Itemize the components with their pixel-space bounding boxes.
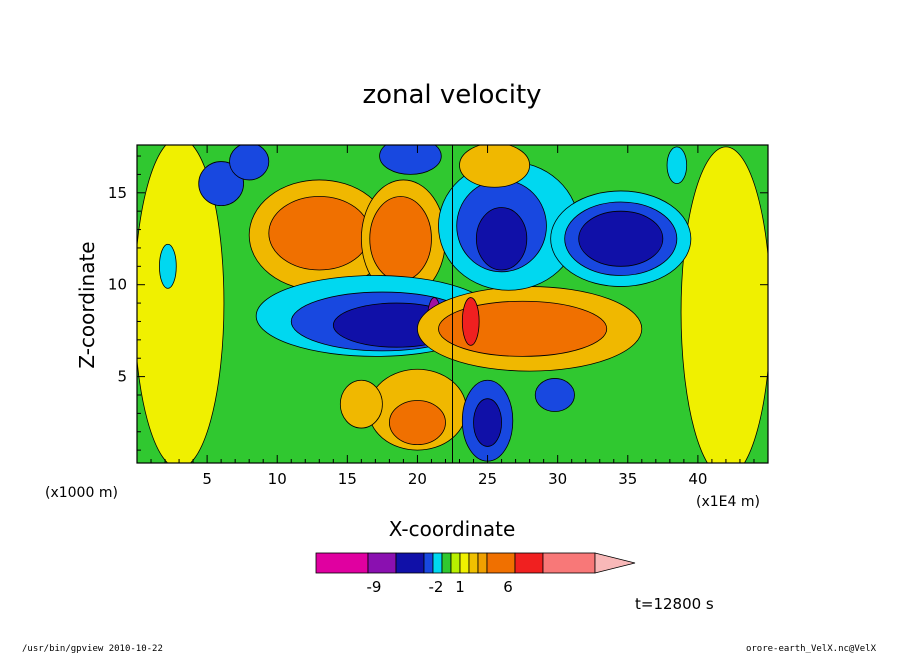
contour-region-orange <box>389 400 446 446</box>
colorbar-label: 6 <box>503 578 513 596</box>
contour-region-orange-light <box>339 379 383 429</box>
contour-region-blue <box>229 145 270 181</box>
colorbar-segment <box>441 552 452 574</box>
y-tick-label: 5 <box>117 368 127 386</box>
x-tick-label: 5 <box>202 470 212 488</box>
plot-frame <box>136 144 769 464</box>
contour-region-orange-light <box>459 145 531 188</box>
colorbar-segment <box>477 552 488 574</box>
contour-region-cyan <box>159 243 177 289</box>
colorbar-segment <box>315 552 369 574</box>
y-tick-label: 15 <box>108 184 127 202</box>
x-tick-label: 40 <box>688 470 707 488</box>
colorbar-segment <box>459 552 470 574</box>
colorbar-segment <box>423 552 434 574</box>
contour-region-blue <box>534 378 575 412</box>
x-tick-label: 30 <box>548 470 567 488</box>
contour-region-navy <box>475 207 528 271</box>
contour-region-red <box>461 297 480 346</box>
chart-title: zonal velocity <box>362 80 541 110</box>
colorbar-segment <box>450 552 461 574</box>
colorbar-segment <box>514 552 544 574</box>
contour-region-yellow <box>680 146 768 463</box>
colorbar-label: 1 <box>455 578 465 596</box>
time-label: t=12800 s <box>635 595 714 613</box>
colorbar-segment <box>367 552 397 574</box>
colorbar-segment <box>486 552 516 574</box>
y-axis-label: Z-coordinate <box>75 241 99 368</box>
colorbar-segment <box>468 552 479 574</box>
contour-region-yellow <box>137 145 225 463</box>
footer-right: orore-earth_VelX.nc@VelX <box>746 644 877 654</box>
x-tick-label: 25 <box>478 470 497 488</box>
x-unit-label: (x1E4 m) <box>696 494 760 510</box>
x-axis-ticks: 5 10 15 20 25 30 35 40 <box>150 145 755 488</box>
contour-region-orange <box>438 300 608 357</box>
contour-region-blue <box>198 161 244 207</box>
colorbar <box>315 552 636 574</box>
x-tick-label: 35 <box>618 470 637 488</box>
colorbar-labels: -9 -2 1 6 <box>367 578 513 596</box>
contour-region-orange <box>268 196 371 271</box>
x-tick-label: 20 <box>408 470 427 488</box>
y-unit-label: (x1000 m) <box>45 485 118 501</box>
x-axis-label: X-coordinate <box>389 517 516 541</box>
y-tick-label: 10 <box>108 276 127 294</box>
x-tick-label: 15 <box>338 470 357 488</box>
colorbar-segment <box>432 552 443 574</box>
colorbar-label: -9 <box>367 578 382 596</box>
colorbar-label: -2 <box>429 578 444 596</box>
x-tick-label: 10 <box>268 470 287 488</box>
y-axis-ticks: 5 10 15 <box>108 155 768 451</box>
contour-region-blue <box>379 145 442 175</box>
colorbar-arrow <box>594 552 636 574</box>
contour-region-navy <box>473 398 502 447</box>
contour-region-navy <box>578 210 664 267</box>
colorbar-segment <box>395 552 425 574</box>
contour-fills <box>137 145 768 463</box>
contour-region-cyan <box>666 146 688 185</box>
footer-left: /usr/bin/gpview 2010-10-22 <box>22 644 163 654</box>
contour-region-orange <box>369 196 432 282</box>
colorbar-segment <box>542 552 596 574</box>
